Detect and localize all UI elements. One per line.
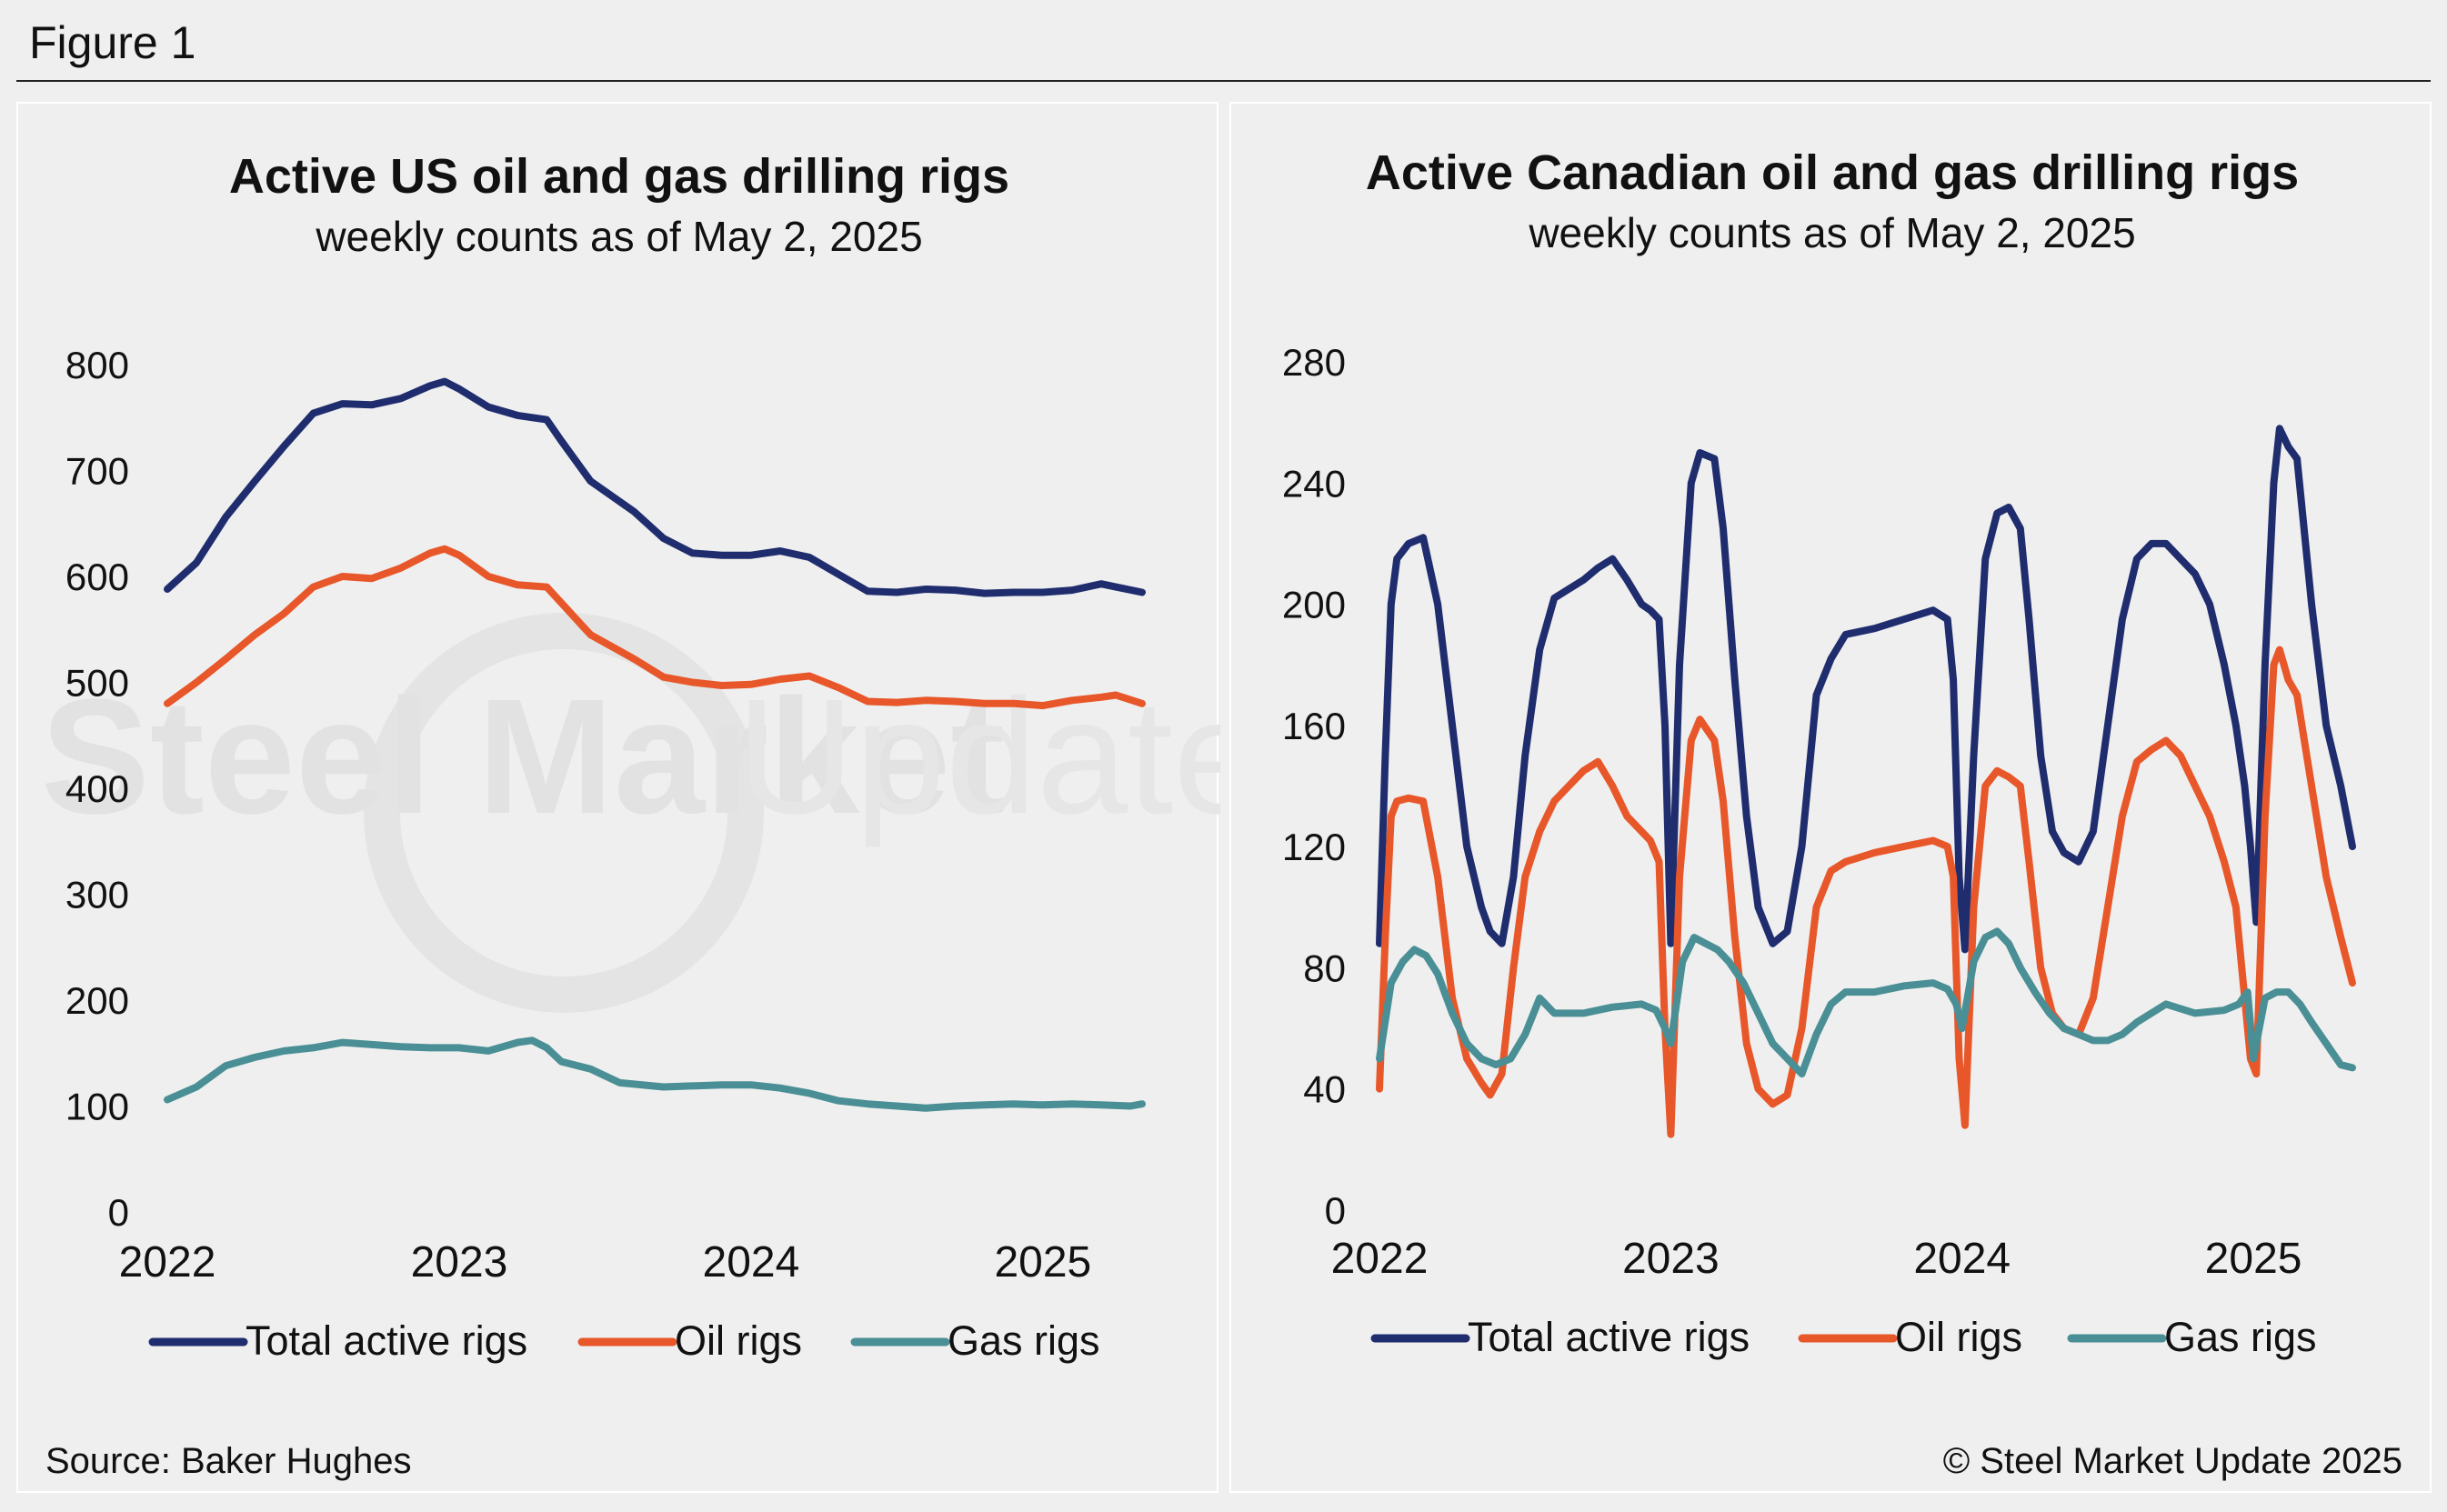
canada-y-tick-label: 80 (1303, 946, 1346, 989)
us-x-tick-label: 2022 (119, 1238, 216, 1287)
canada-chart-panel: Active Canadian oil and gas drilling rig… (1229, 102, 2432, 1493)
canada-legend-label-oil: Oil rigs (1895, 1314, 2022, 1360)
canada-x-tick-label: 2025 (2205, 1235, 2302, 1283)
us-y-tick-label: 300 (65, 874, 129, 916)
us-chart-title: Active US oil and gas drilling rigs (229, 149, 1009, 204)
canada-rig-chart: Active Canadian oil and gas drilling rig… (1282, 145, 2402, 1481)
canada-x-tick-label: 2022 (1331, 1235, 1429, 1283)
canada-y-tick-label: 160 (1282, 705, 1346, 747)
canada-total-series-line (1376, 425, 2356, 954)
us-y-tick-label: 700 (65, 450, 129, 493)
canada-chart-subtitle: weekly counts as of May 2, 2025 (1528, 209, 2135, 256)
canada-y-tick-label: 40 (1303, 1068, 1346, 1111)
watermark-text-light: Update (737, 666, 1220, 848)
us-y-tick-label: 500 (65, 662, 129, 705)
watermark-text-bold: Steel Market (41, 666, 1006, 848)
canada-x-tick-label: 2023 (1622, 1235, 1720, 1283)
us-legend-label-oil: Oil rigs (675, 1317, 802, 1364)
watermark-logo-ring (364, 613, 764, 1013)
canada-x-tick-label: 2024 (1913, 1235, 2011, 1283)
canada-legend-label-total: Total active rigs (1468, 1314, 1750, 1360)
canada-gas-series-line (1376, 927, 2356, 1078)
us-legend-label-total: Total active rigs (246, 1317, 527, 1364)
us-footer-source: Source: Baker Hughes (45, 1441, 411, 1481)
canada-chart-title: Active Canadian oil and gas drilling rig… (1366, 145, 2299, 200)
us-y-tick-label: 200 (65, 979, 129, 1022)
us-legend-label-gas: Gas rigs (948, 1317, 1100, 1364)
us-x-tick-label: 2024 (703, 1238, 800, 1287)
canada-y-tick-label: 120 (1282, 826, 1346, 868)
canada-y-tick-label: 240 (1282, 462, 1346, 505)
us-total-series-line (164, 377, 1146, 597)
us-oil-series-line (164, 545, 1146, 710)
us-gas-series-line (164, 1036, 1146, 1112)
canada-y-tick-label: 0 (1325, 1189, 1346, 1232)
figure-title-divider (16, 80, 2431, 82)
us-y-tick-label: 100 (65, 1086, 129, 1128)
canada-y-tick-label: 280 (1282, 341, 1346, 384)
canada-footer-copyright: © Steel Market Update 2025 (1943, 1441, 2402, 1481)
us-y-tick-label: 800 (65, 344, 129, 386)
us-chart-panel: Steel Market Update Active US oil and gas … (16, 102, 1220, 1493)
us-x-tick-label: 2023 (411, 1238, 508, 1287)
canada-oil-series-line (1376, 646, 2356, 1138)
figure-title: Figure 1 (29, 17, 196, 68)
us-y-tick-label: 600 (65, 556, 129, 598)
us-y-tick-label: 0 (108, 1191, 129, 1234)
canada-y-tick-label: 200 (1282, 584, 1346, 626)
canada-legend-label-gas: Gas rigs (2164, 1314, 2317, 1360)
us-chart-subtitle: weekly counts as of May 2, 2025 (315, 213, 922, 260)
us-y-tick-label: 400 (65, 767, 129, 810)
us-x-tick-label: 2025 (994, 1238, 1091, 1287)
